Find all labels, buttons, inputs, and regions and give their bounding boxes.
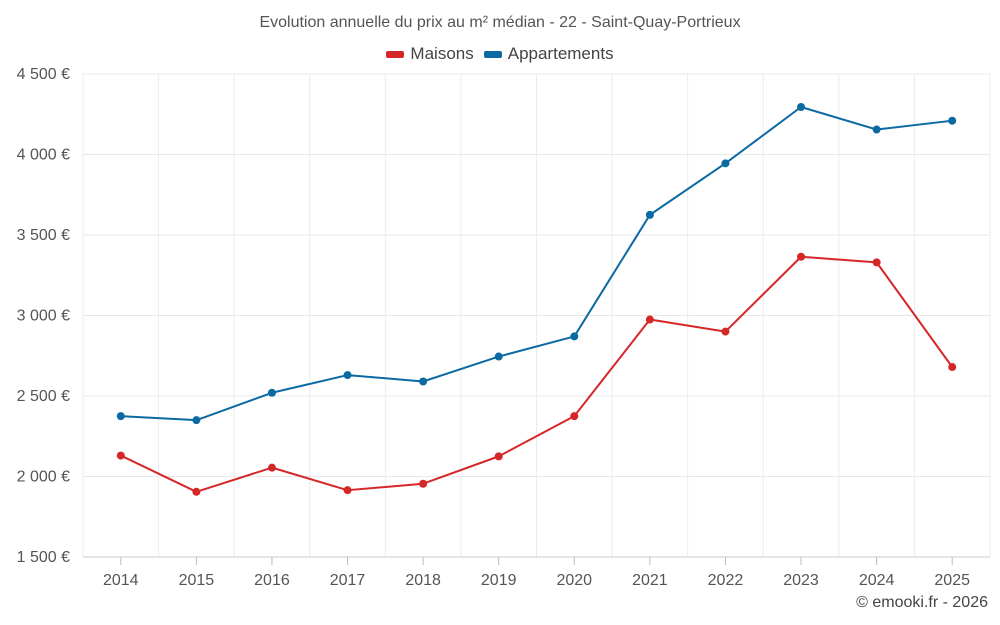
- x-tick-label: 2021: [632, 572, 668, 589]
- x-tick-label: 2018: [405, 572, 441, 589]
- legend-label-maisons: Maisons: [410, 44, 474, 63]
- x-tick-label: 2017: [330, 572, 366, 589]
- data-point-maisons: [267, 463, 276, 472]
- data-point-appartements: [721, 159, 730, 168]
- data-point-appartements: [872, 125, 881, 134]
- legend-label-appartements: Appartements: [507, 44, 614, 63]
- credit-text: © emooki.fr - 2026: [856, 594, 988, 611]
- data-point-maisons: [192, 487, 201, 496]
- x-tick-label: 2024: [859, 572, 895, 589]
- legend-item-appartements[interactable]: Appartements: [483, 44, 614, 64]
- x-tick-label: 2019: [481, 572, 517, 589]
- data-point-maisons: [948, 363, 957, 372]
- data-point-appartements: [494, 352, 503, 361]
- data-point-maisons: [645, 315, 654, 324]
- legend-swatch-appartements: [483, 50, 502, 58]
- data-point-maisons: [872, 258, 881, 267]
- data-point-appartements: [343, 371, 352, 380]
- legend-swatch-maisons: [386, 50, 405, 58]
- series-line-appartements: [120, 106, 953, 422]
- data-point-appartements: [645, 210, 654, 219]
- y-tick-label: 4 500 €: [17, 66, 70, 83]
- data-point-appartements: [116, 412, 125, 421]
- legend-item-maisons[interactable]: Maisons: [386, 44, 474, 64]
- data-point-maisons: [797, 252, 806, 261]
- x-tick-label: 2014: [103, 572, 139, 589]
- y-tick-label: 2 500 €: [17, 388, 70, 405]
- data-point-maisons: [570, 412, 579, 421]
- y-tick-label: 1 500 €: [17, 549, 70, 566]
- data-point-appartements: [267, 388, 276, 397]
- data-point-appartements: [192, 416, 201, 425]
- data-point-maisons: [419, 479, 428, 488]
- series-line-maisons: [120, 255, 954, 493]
- chart-title: Evolution annuelle du prix au m² médian …: [259, 14, 741, 31]
- data-point-appartements: [570, 332, 579, 341]
- x-tick-label: 2022: [708, 572, 744, 589]
- x-tick-label: 2015: [179, 572, 215, 589]
- data-point-maisons: [343, 486, 352, 495]
- data-point-maisons: [494, 452, 503, 461]
- data-point-appartements: [419, 377, 428, 386]
- x-tick-label: 2020: [556, 572, 592, 589]
- x-tick-label: 2016: [254, 572, 290, 589]
- legend: Maisons Appartements: [0, 44, 1000, 64]
- y-tick-label: 2 000 €: [17, 469, 70, 486]
- data-point-maisons: [721, 327, 730, 336]
- y-tick-label: 4 000 €: [17, 147, 70, 164]
- y-tick-label: 3 000 €: [17, 308, 70, 325]
- data-point-appartements: [948, 116, 957, 125]
- data-point-appartements: [797, 103, 806, 112]
- y-tick-label: 3 500 €: [17, 227, 70, 244]
- data-point-maisons: [116, 451, 125, 460]
- x-tick-label: 2023: [783, 572, 819, 589]
- x-tick-label: 2025: [934, 572, 970, 589]
